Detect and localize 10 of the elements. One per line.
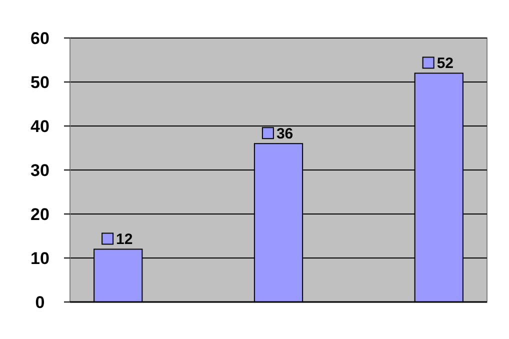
data-label: 36 — [276, 126, 294, 143]
y-tick-label: 0 — [35, 293, 45, 312]
y-tick-label: 40 — [30, 117, 50, 136]
y-tick-label: 30 — [30, 161, 50, 180]
data-label: 12 — [116, 231, 133, 248]
y-tick-label: 10 — [30, 249, 50, 268]
y-tick-label: 50 — [30, 73, 50, 92]
y-tick-label: 60 — [30, 29, 50, 48]
y-tick-label: 20 — [30, 205, 50, 224]
data-label: 52 — [436, 55, 454, 72]
